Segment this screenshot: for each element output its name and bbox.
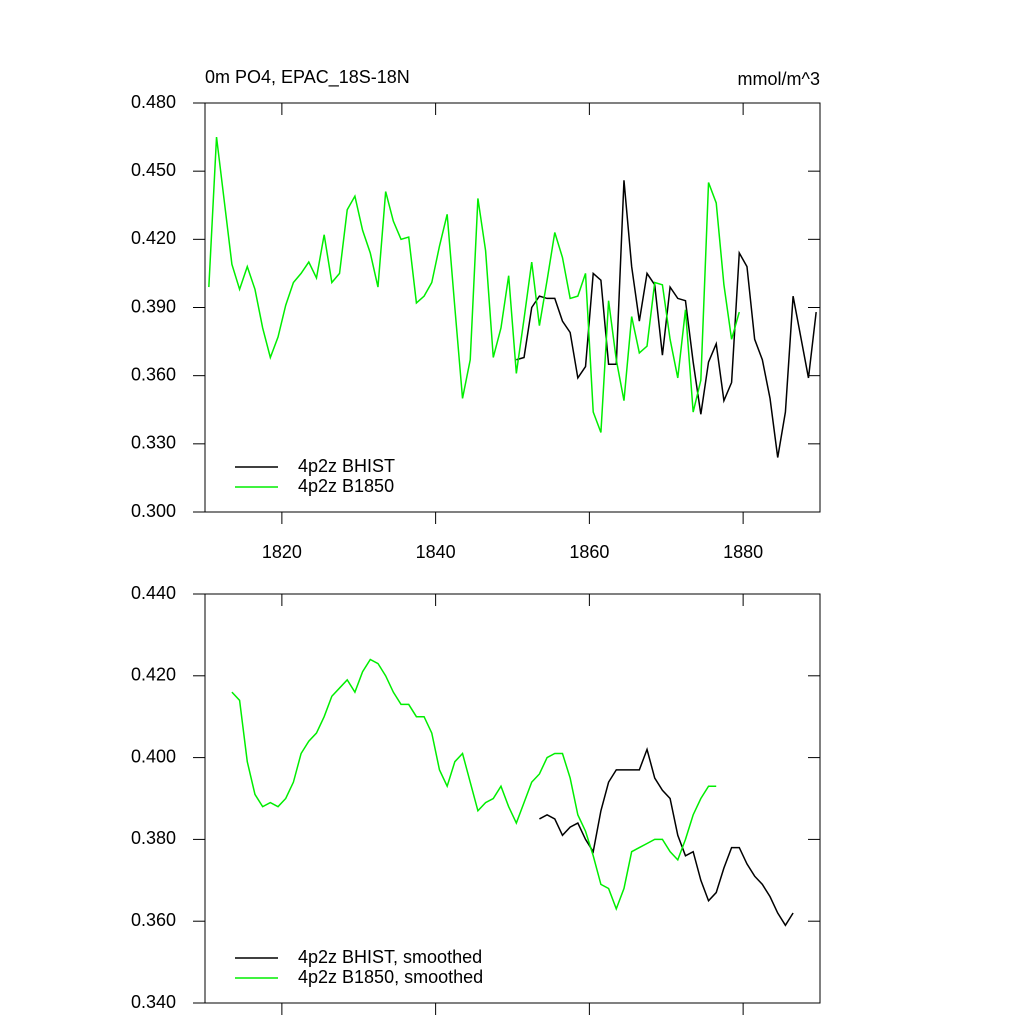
x-tick-label: 1820 (262, 542, 302, 562)
data-line (208, 136, 741, 433)
x-tick-label: 1880 (723, 542, 763, 562)
y-tick-label: 0.400 (131, 746, 176, 766)
plot-frame (204, 593, 821, 1004)
legend-label: 4p2z BHIST, smoothed (298, 947, 482, 967)
y-tick-label: 0.360 (131, 910, 176, 930)
y-tick-label: 0.390 (131, 296, 176, 316)
x-tick-label: 1860 (569, 542, 609, 562)
y-tick-label: 0.420 (131, 228, 176, 248)
data-line (231, 658, 717, 912)
y-tick-label: 0.440 (131, 583, 176, 603)
y-tick-label: 0.300 (131, 501, 176, 521)
chart-title: 0m PO4, EPAC_18S-18N (205, 67, 410, 88)
y-tick-label: 0.450 (131, 160, 176, 180)
y-tick-label: 0.330 (131, 433, 176, 453)
legend-label: 4p2z BHIST (298, 456, 395, 476)
data-line (539, 746, 794, 927)
legend-label: 4p2z B1850 (298, 476, 394, 496)
units-label: mmol/m^3 (738, 69, 820, 89)
data-line (516, 180, 817, 458)
y-tick-label: 0.380 (131, 828, 176, 848)
y-tick-label: 0.480 (131, 92, 176, 112)
y-tick-label: 0.360 (131, 364, 176, 384)
y-tick-label: 0.340 (131, 992, 176, 1012)
x-tick-label: 1840 (416, 542, 456, 562)
legend-label: 4p2z B1850, smoothed (298, 967, 483, 987)
y-tick-label: 0.420 (131, 665, 176, 685)
